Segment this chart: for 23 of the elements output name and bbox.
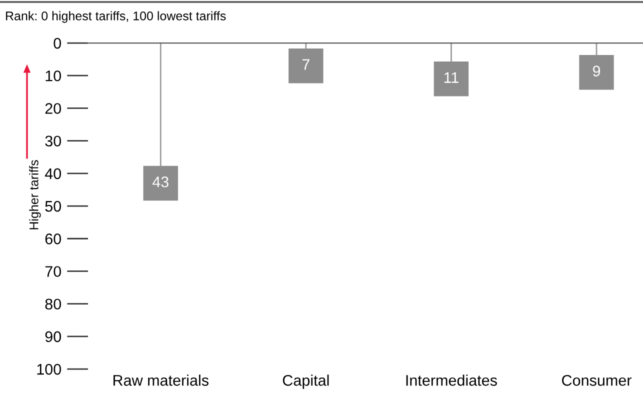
data-label: 11 [444,72,458,83]
x-tick-label: Consumer [562,374,632,386]
y-tick-label: 70 [45,266,62,277]
y-tick-label: 80 [45,298,62,310]
chart-subtitle: Rank: 0 highest tariffs, 100 lowest tariffs [6,11,226,23]
x-tick-label: Capital [282,374,329,389]
data-label: 7 [302,59,310,70]
y-axis-title: Higher tariffs [29,160,41,230]
data-label: 43 [152,176,168,188]
x-tick-label: Intermediates [406,374,497,386]
y-tick-label: 10 [46,70,62,82]
y-tick-label: 0 [54,38,62,49]
x-tick-label: Raw materials [114,374,208,386]
point [579,54,614,90]
y-tick-label: 40 [44,168,62,180]
data-label: 9 [592,66,600,76]
y-tick-label: 50 [45,200,62,212]
y-tick-label: 90 [45,331,62,342]
y-tick-label: 30 [45,136,62,147]
point [288,48,324,84]
y-tick-label: 20 [45,103,62,114]
y-tick-label: 100 [37,364,62,375]
y-tick-label: 60 [45,233,62,244]
